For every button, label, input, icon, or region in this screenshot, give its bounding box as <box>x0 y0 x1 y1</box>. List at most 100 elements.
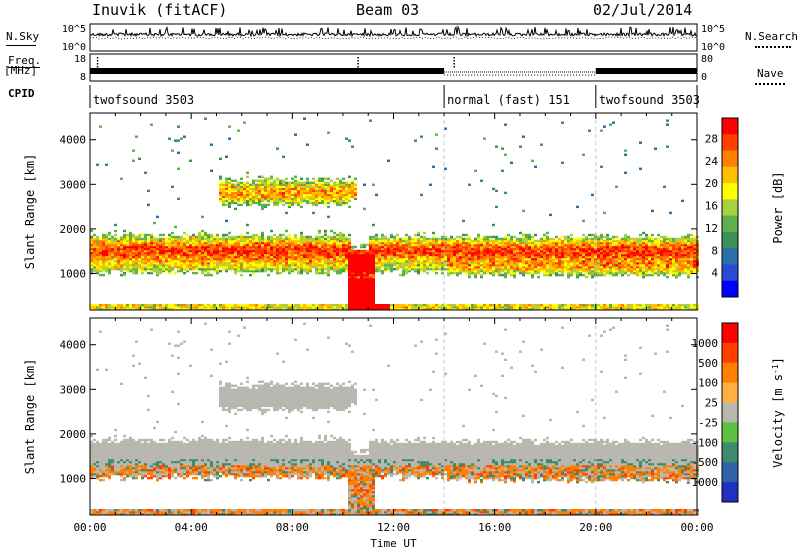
power-cell <box>552 304 555 307</box>
power-cell <box>441 249 444 253</box>
power-cell <box>273 263 276 267</box>
power-cell <box>99 306 102 309</box>
power-cell <box>318 257 321 261</box>
power-cell <box>351 267 354 271</box>
power-cell <box>264 237 267 241</box>
power-cell <box>123 255 126 259</box>
power-cell <box>357 308 360 311</box>
power-cell <box>273 241 276 245</box>
power-cell <box>375 245 378 249</box>
power-cell <box>372 306 375 309</box>
power-cell <box>165 255 168 259</box>
power-cell <box>513 235 516 239</box>
power-cell <box>216 249 219 253</box>
power-cell <box>102 241 105 245</box>
power-cell <box>288 203 291 207</box>
power-cell <box>339 199 342 203</box>
power-cell <box>369 243 372 247</box>
power-cell <box>222 181 225 184</box>
power-cell <box>171 253 174 257</box>
power-cell <box>327 249 330 253</box>
power-cell <box>90 306 93 309</box>
power-cell <box>459 253 462 257</box>
power-cell <box>303 308 306 311</box>
power-cell <box>435 263 438 267</box>
power-cell <box>249 235 252 239</box>
power-cell <box>351 245 354 249</box>
power-cell <box>624 171 627 174</box>
power-cell <box>339 308 342 311</box>
power-cell <box>132 235 135 239</box>
power-cell <box>174 225 177 229</box>
power-cell <box>252 245 255 249</box>
power-cell <box>345 197 348 201</box>
power-cell <box>228 185 231 188</box>
power-cell <box>336 203 339 207</box>
power-cell <box>333 308 336 311</box>
power-cell <box>222 243 225 247</box>
power-cell <box>132 259 135 263</box>
power-cell <box>348 285 351 289</box>
power-cell <box>114 229 117 233</box>
power-cell <box>357 271 360 275</box>
power-cell <box>168 265 171 269</box>
power-cell <box>369 291 372 295</box>
power-cell <box>270 199 273 203</box>
power-cell <box>255 183 258 186</box>
power-cell <box>177 139 180 142</box>
power-cell <box>144 261 147 265</box>
power-cell <box>354 183 357 186</box>
power-cell <box>363 289 366 293</box>
power-cell <box>282 191 285 195</box>
power-cell <box>321 271 324 275</box>
power-cell <box>102 237 105 241</box>
power-cell <box>126 259 129 263</box>
power-cell <box>348 291 351 295</box>
power-cell <box>309 249 312 253</box>
power-cell <box>366 255 369 259</box>
power-cell <box>162 239 165 243</box>
power-cell <box>180 239 183 243</box>
power-cell <box>105 241 108 245</box>
power-cell <box>258 308 261 311</box>
power-cell <box>132 159 135 162</box>
power-cell <box>276 259 279 263</box>
power-cell <box>336 255 339 259</box>
power-cell <box>381 253 384 257</box>
power-cell <box>147 241 150 245</box>
power-cell <box>288 241 291 245</box>
power-cell <box>303 185 306 188</box>
nsky-tick-bottom: 10^0 <box>62 42 86 53</box>
power-cell <box>366 269 369 273</box>
power-cell <box>150 263 153 267</box>
power-cell <box>144 251 147 255</box>
power-cell <box>174 261 177 265</box>
power-cell <box>264 263 267 267</box>
power-cell <box>375 269 378 273</box>
power-cell <box>315 263 318 267</box>
power-cell <box>363 283 366 287</box>
power-cell <box>237 247 240 251</box>
power-cell <box>294 199 297 203</box>
power-cell <box>363 275 366 279</box>
power-cell <box>123 273 126 277</box>
power-cell <box>360 302 363 305</box>
power-cell <box>438 304 441 307</box>
power-cell <box>474 245 477 249</box>
power-cell <box>390 257 393 261</box>
power-cell <box>276 253 279 257</box>
power-cell <box>300 199 303 203</box>
power-cell <box>483 269 486 273</box>
power-cell <box>204 233 207 237</box>
power-cell <box>315 271 318 275</box>
power-cell <box>336 197 339 201</box>
power-cell <box>273 267 276 271</box>
power-cell <box>333 195 336 199</box>
power-cell <box>90 308 93 311</box>
power-cell <box>225 251 228 255</box>
power-cell <box>624 153 627 156</box>
power-cell <box>273 197 276 201</box>
power-cell <box>114 237 117 241</box>
power-cell <box>246 263 249 267</box>
power-cell <box>405 271 408 275</box>
